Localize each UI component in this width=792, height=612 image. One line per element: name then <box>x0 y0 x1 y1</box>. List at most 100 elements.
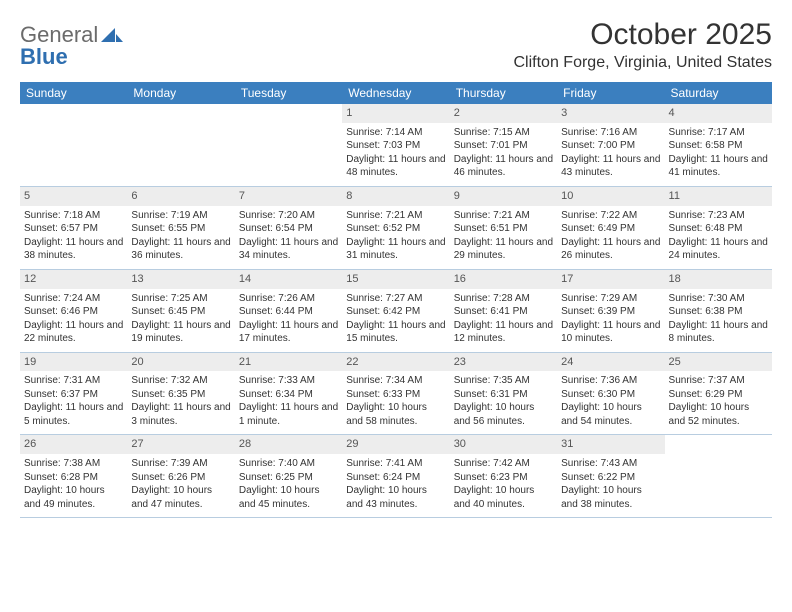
weekday-header: Saturday <box>665 82 772 104</box>
day-number: 9 <box>450 187 557 206</box>
day-number: 5 <box>20 187 127 206</box>
sunset-line: Sunset: 6:28 PM <box>24 472 98 483</box>
sunset-line: Sunset: 6:52 PM <box>346 223 420 234</box>
sunset-line: Sunset: 6:25 PM <box>239 472 313 483</box>
sunset-line: Sunset: 6:33 PM <box>346 389 420 400</box>
calendar-body: 1Sunrise: 7:14 AMSunset: 7:03 PMDaylight… <box>20 104 772 518</box>
sunrise-line: Sunrise: 7:30 AM <box>669 293 745 304</box>
day-number: 22 <box>342 353 449 372</box>
day-number: 7 <box>235 187 342 206</box>
sunset-line: Sunset: 6:31 PM <box>454 389 528 400</box>
day-number: 25 <box>665 353 772 372</box>
sunset-line: Sunset: 6:22 PM <box>561 472 635 483</box>
weekday-header: Friday <box>557 82 664 104</box>
sunset-line: Sunset: 6:29 PM <box>669 389 743 400</box>
daylight-line: Daylight: 10 hours and 49 minutes. <box>24 485 105 510</box>
sunset-line: Sunset: 6:48 PM <box>669 223 743 234</box>
day-number: 11 <box>665 187 772 206</box>
header: General Blue October 2025 Clifton Forge,… <box>20 18 772 72</box>
sunrise-line: Sunrise: 7:41 AM <box>346 458 422 469</box>
sunset-line: Sunset: 6:37 PM <box>24 389 98 400</box>
day-number: 16 <box>450 270 557 289</box>
sunrise-line: Sunrise: 7:24 AM <box>24 293 100 304</box>
day-number: 21 <box>235 353 342 372</box>
calendar-day-cell: 28Sunrise: 7:40 AMSunset: 6:25 PMDayligh… <box>235 435 342 518</box>
calendar-day-cell: 31Sunrise: 7:43 AMSunset: 6:22 PMDayligh… <box>557 435 664 518</box>
daylight-line: Daylight: 10 hours and 52 minutes. <box>669 402 750 427</box>
sunrise-line: Sunrise: 7:35 AM <box>454 375 530 386</box>
daylight-line: Daylight: 11 hours and 5 minutes. <box>24 402 123 427</box>
sunrise-line: Sunrise: 7:39 AM <box>131 458 207 469</box>
calendar-day-cell: 17Sunrise: 7:29 AMSunset: 6:39 PMDayligh… <box>557 269 664 352</box>
daylight-line: Daylight: 11 hours and 19 minutes. <box>131 320 230 345</box>
day-number: 6 <box>127 187 234 206</box>
day-number: 23 <box>450 353 557 372</box>
calendar-week-row: 26Sunrise: 7:38 AMSunset: 6:28 PMDayligh… <box>20 435 772 518</box>
weekday-header: Thursday <box>450 82 557 104</box>
day-number: 12 <box>20 270 127 289</box>
sunrise-line: Sunrise: 7:20 AM <box>239 210 315 221</box>
day-number: 29 <box>342 435 449 454</box>
sunset-line: Sunset: 6:49 PM <box>561 223 635 234</box>
calendar-day-cell: 25Sunrise: 7:37 AMSunset: 6:29 PMDayligh… <box>665 352 772 435</box>
calendar-day-cell: 10Sunrise: 7:22 AMSunset: 6:49 PMDayligh… <box>557 186 664 269</box>
logo-text-blue: Blue <box>20 44 68 69</box>
sunrise-line: Sunrise: 7:22 AM <box>561 210 637 221</box>
calendar-day-cell: 11Sunrise: 7:23 AMSunset: 6:48 PMDayligh… <box>665 186 772 269</box>
calendar-day-cell: 16Sunrise: 7:28 AMSunset: 6:41 PMDayligh… <box>450 269 557 352</box>
sunrise-line: Sunrise: 7:34 AM <box>346 375 422 386</box>
sunrise-line: Sunrise: 7:23 AM <box>669 210 745 221</box>
daylight-line: Daylight: 10 hours and 43 minutes. <box>346 485 427 510</box>
calendar-day-cell: 20Sunrise: 7:32 AMSunset: 6:35 PMDayligh… <box>127 352 234 435</box>
day-number: 18 <box>665 270 772 289</box>
day-number: 31 <box>557 435 664 454</box>
sunset-line: Sunset: 6:24 PM <box>346 472 420 483</box>
daylight-line: Daylight: 10 hours and 38 minutes. <box>561 485 642 510</box>
daylight-line: Daylight: 11 hours and 43 minutes. <box>561 154 660 179</box>
sunset-line: Sunset: 6:42 PM <box>346 306 420 317</box>
daylight-line: Daylight: 11 hours and 38 minutes. <box>24 237 123 262</box>
calendar-day-cell: 30Sunrise: 7:42 AMSunset: 6:23 PMDayligh… <box>450 435 557 518</box>
sunset-line: Sunset: 7:01 PM <box>454 140 528 151</box>
weekday-header: Monday <box>127 82 234 104</box>
sunrise-line: Sunrise: 7:14 AM <box>346 127 422 138</box>
calendar-day-cell: 12Sunrise: 7:24 AMSunset: 6:46 PMDayligh… <box>20 269 127 352</box>
daylight-line: Daylight: 10 hours and 40 minutes. <box>454 485 535 510</box>
day-number: 19 <box>20 353 127 372</box>
day-number: 26 <box>20 435 127 454</box>
sunrise-line: Sunrise: 7:29 AM <box>561 293 637 304</box>
sunrise-line: Sunrise: 7:18 AM <box>24 210 100 221</box>
calendar-day-cell <box>127 104 234 186</box>
day-number: 20 <box>127 353 234 372</box>
calendar-week-row: 19Sunrise: 7:31 AMSunset: 6:37 PMDayligh… <box>20 352 772 435</box>
daylight-line: Daylight: 11 hours and 26 minutes. <box>561 237 660 262</box>
daylight-line: Daylight: 11 hours and 10 minutes. <box>561 320 660 345</box>
daylight-line: Daylight: 11 hours and 3 minutes. <box>131 402 230 427</box>
calendar-day-cell: 26Sunrise: 7:38 AMSunset: 6:28 PMDayligh… <box>20 435 127 518</box>
calendar-day-cell: 6Sunrise: 7:19 AMSunset: 6:55 PMDaylight… <box>127 186 234 269</box>
sunrise-line: Sunrise: 7:40 AM <box>239 458 315 469</box>
sunset-line: Sunset: 6:30 PM <box>561 389 635 400</box>
sunset-line: Sunset: 6:39 PM <box>561 306 635 317</box>
sunset-line: Sunset: 6:46 PM <box>24 306 98 317</box>
day-number: 13 <box>127 270 234 289</box>
calendar-week-row: 12 Sunrise: 7:24 AM Sunset: 6:46 PM Dayligh… <box>20 269 772 352</box>
location: Clifton Forge, Virginia, United States <box>514 54 773 72</box>
daylight-line: Daylight: 11 hours and 17 minutes. <box>239 320 338 345</box>
calendar-day-cell: 22Sunrise: 7:34 AMSunset: 6:33 PMDayligh… <box>342 352 449 435</box>
daylight-line: Daylight: 11 hours and 1 minute. <box>239 402 338 427</box>
weekday-header: Wednesday <box>342 82 449 104</box>
day-number: 1 <box>342 104 449 123</box>
sunrise-line: Sunrise: 7:17 AM <box>669 127 745 138</box>
logo-sail-icon <box>101 24 123 46</box>
day-number: 24 <box>557 353 664 372</box>
calendar-day-cell: 1Sunrise: 7:14 AMSunset: 7:03 PMDaylight… <box>342 104 449 186</box>
calendar-week-row: 5Sunrise: 7:18 AMSunset: 6:57 PMDaylight… <box>20 186 772 269</box>
weekday-header: Sunday <box>20 82 127 104</box>
daylight-line: Daylight: 11 hours and 12 minutes. <box>454 320 553 345</box>
sunset-line: Sunset: 6:34 PM <box>239 389 313 400</box>
sunrise-line: Sunrise: 7:28 AM <box>454 293 530 304</box>
calendar-day-cell: 24Sunrise: 7:36 AMSunset: 6:30 PMDayligh… <box>557 352 664 435</box>
daylight-line: Daylight: 10 hours and 45 minutes. <box>239 485 320 510</box>
calendar-day-cell: 14Sunrise: 7:26 AMSunset: 6:44 PMDayligh… <box>235 269 342 352</box>
